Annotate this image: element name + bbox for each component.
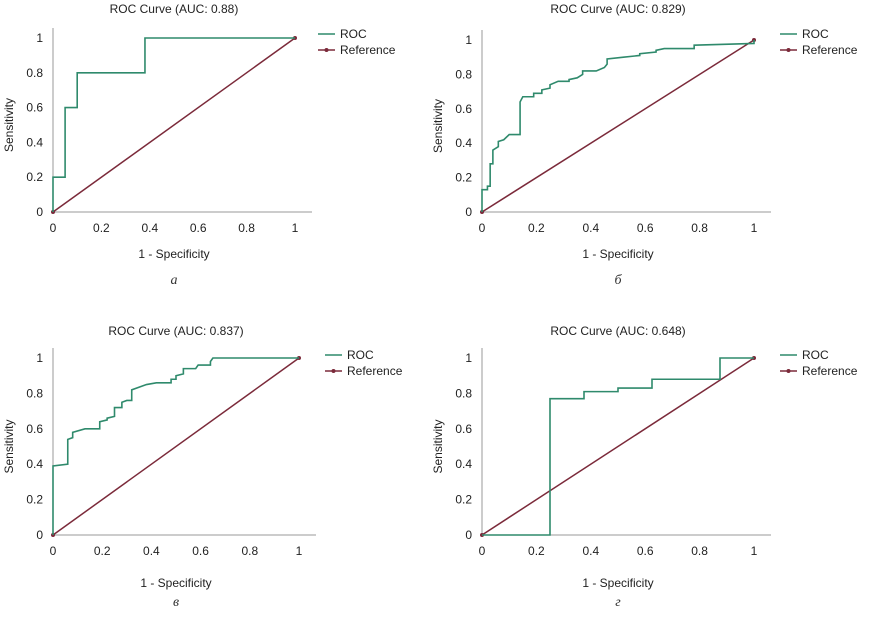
roc-curve <box>52 37 295 212</box>
x-tick-label: 0.2 <box>94 544 111 558</box>
x-axis-label: 1 - Specificity <box>582 247 653 261</box>
y-axis-label: Sensitivity <box>431 99 445 153</box>
y-tick-label: 1 <box>465 351 472 365</box>
y-tick-label: 0.4 <box>26 135 43 149</box>
y-axis-label: Sensitivity <box>2 419 16 473</box>
y-tick-label: 0.2 <box>26 493 43 507</box>
y-tick-label: 0 <box>465 205 472 219</box>
y-axis-label: Sensitivity <box>431 419 445 473</box>
y-tick-label: 0.8 <box>455 386 472 400</box>
x-tick-label: 0 <box>50 544 57 558</box>
legend-roc-label: ROC <box>802 348 829 362</box>
reference-line <box>52 357 300 536</box>
x-tick-label: 0.8 <box>691 221 708 235</box>
x-tick-label: 0.4 <box>582 544 599 558</box>
x-tick-label: 0.6 <box>192 544 209 558</box>
legend: ROC Reference <box>780 348 858 378</box>
legend-roc-label: ROC <box>340 27 367 41</box>
x-tick-label: 1 <box>296 544 303 558</box>
y-tick-label: 0.6 <box>455 422 472 436</box>
x-axis-label: 1 - Specificity <box>138 247 209 261</box>
y-tick-label: 0 <box>36 528 43 542</box>
roc-curve <box>482 357 754 536</box>
x-tick-label: 0 <box>479 221 486 235</box>
roc-curve <box>52 357 299 535</box>
x-tick-label: 1 <box>751 544 758 558</box>
chart-title: ROC Curve (AUC: 0.88) <box>110 2 239 16</box>
legend-reference-label: Reference <box>802 43 858 57</box>
x-tick-label: 1 <box>292 221 299 235</box>
y-tick-label: 0.2 <box>26 170 43 184</box>
legend: ROC Reference <box>318 27 396 57</box>
legend: ROC Reference <box>780 27 858 57</box>
x-tick-label: 0.4 <box>582 221 599 235</box>
y-tick-label: 0.8 <box>26 386 43 400</box>
x-tick-label: 0.8 <box>241 544 258 558</box>
chart-title: ROC Curve (AUC: 0.648) <box>550 324 685 338</box>
y-tick-label: 0.2 <box>455 493 472 507</box>
legend-reference-label: Reference <box>347 364 403 378</box>
reference-line <box>481 39 755 213</box>
roc-chart-1: ROC Curve (AUC: 0.88) 0 0.2 0.4 0.6 0.8 1 0 0.2 0… <box>2 2 396 288</box>
panel-caption: г <box>615 595 621 610</box>
y-tick-label: 1 <box>465 33 472 47</box>
panel-caption: в <box>173 595 179 610</box>
roc-curve <box>481 40 755 212</box>
panel-caption: а <box>171 273 178 288</box>
legend-reference-marker <box>324 48 329 52</box>
legend-reference-marker <box>331 369 336 373</box>
panel-caption: б <box>614 273 622 288</box>
x-tick-label: 0 <box>50 221 57 235</box>
y-tick-label: 0.4 <box>26 457 43 471</box>
legend-reference-marker <box>786 369 791 373</box>
x-axis-label: 1 - Specificity <box>582 576 653 590</box>
chart-title: ROC Curve (AUC: 0.837) <box>108 324 243 338</box>
x-tick-label: 0.6 <box>637 221 654 235</box>
legend-roc-label: ROC <box>347 348 374 362</box>
y-axis-label: Sensitivity <box>2 98 16 152</box>
y-tick-label: 0.8 <box>455 67 472 81</box>
y-tick-label: 0.4 <box>455 136 472 150</box>
y-tick-label: 0.2 <box>455 171 472 185</box>
x-tick-label: 0.4 <box>141 221 158 235</box>
x-axis-label: 1 - Specificity <box>140 576 211 590</box>
y-tick-label: 0.6 <box>455 102 472 116</box>
y-tick-label: 0 <box>36 205 43 219</box>
reference-line <box>52 37 296 213</box>
y-tick-label: 1 <box>36 31 43 45</box>
x-tick-label: 0.4 <box>143 544 160 558</box>
x-tick-label: 1 <box>751 221 758 235</box>
legend-reference-label: Reference <box>340 43 396 57</box>
legend: ROC Reference <box>325 348 403 378</box>
x-tick-label: 0.2 <box>528 221 545 235</box>
legend-reference-label: Reference <box>802 364 858 378</box>
x-tick-label: 0 <box>479 544 486 558</box>
legend-reference-marker <box>786 48 791 52</box>
y-tick-label: 0.6 <box>26 422 43 436</box>
x-tick-label: 0.2 <box>528 544 545 558</box>
legend-roc-label: ROC <box>802 27 829 41</box>
y-tick-label: 0.8 <box>26 66 43 80</box>
reference-line <box>481 357 755 536</box>
y-tick-label: 0 <box>465 528 472 542</box>
x-tick-label: 0.2 <box>93 221 110 235</box>
x-tick-label: 0.8 <box>691 544 708 558</box>
x-tick-label: 0.6 <box>190 221 207 235</box>
y-tick-label: 1 <box>36 351 43 365</box>
roc-chart-3: ROC Curve (AUC: 0.837) 0 0.2 0.4 0.6 0.8 1 0 0.2… <box>2 324 403 610</box>
x-tick-label: 0.8 <box>238 221 255 235</box>
x-tick-label: 0.6 <box>637 544 654 558</box>
chart-title: ROC Curve (AUC: 0.829) <box>550 2 685 16</box>
y-tick-label: 0.4 <box>455 457 472 471</box>
y-tick-label: 0.6 <box>26 101 43 115</box>
roc-chart-2: ROC Curve (AUC: 0.829) 0 0.2 0.4 0.6 0.8 1 0 0.2… <box>431 2 858 288</box>
roc-chart-4: ROC Curve (AUC: 0.648) 0 0.2 0.4 0.6 0.8 1 0 0.2… <box>431 324 858 610</box>
